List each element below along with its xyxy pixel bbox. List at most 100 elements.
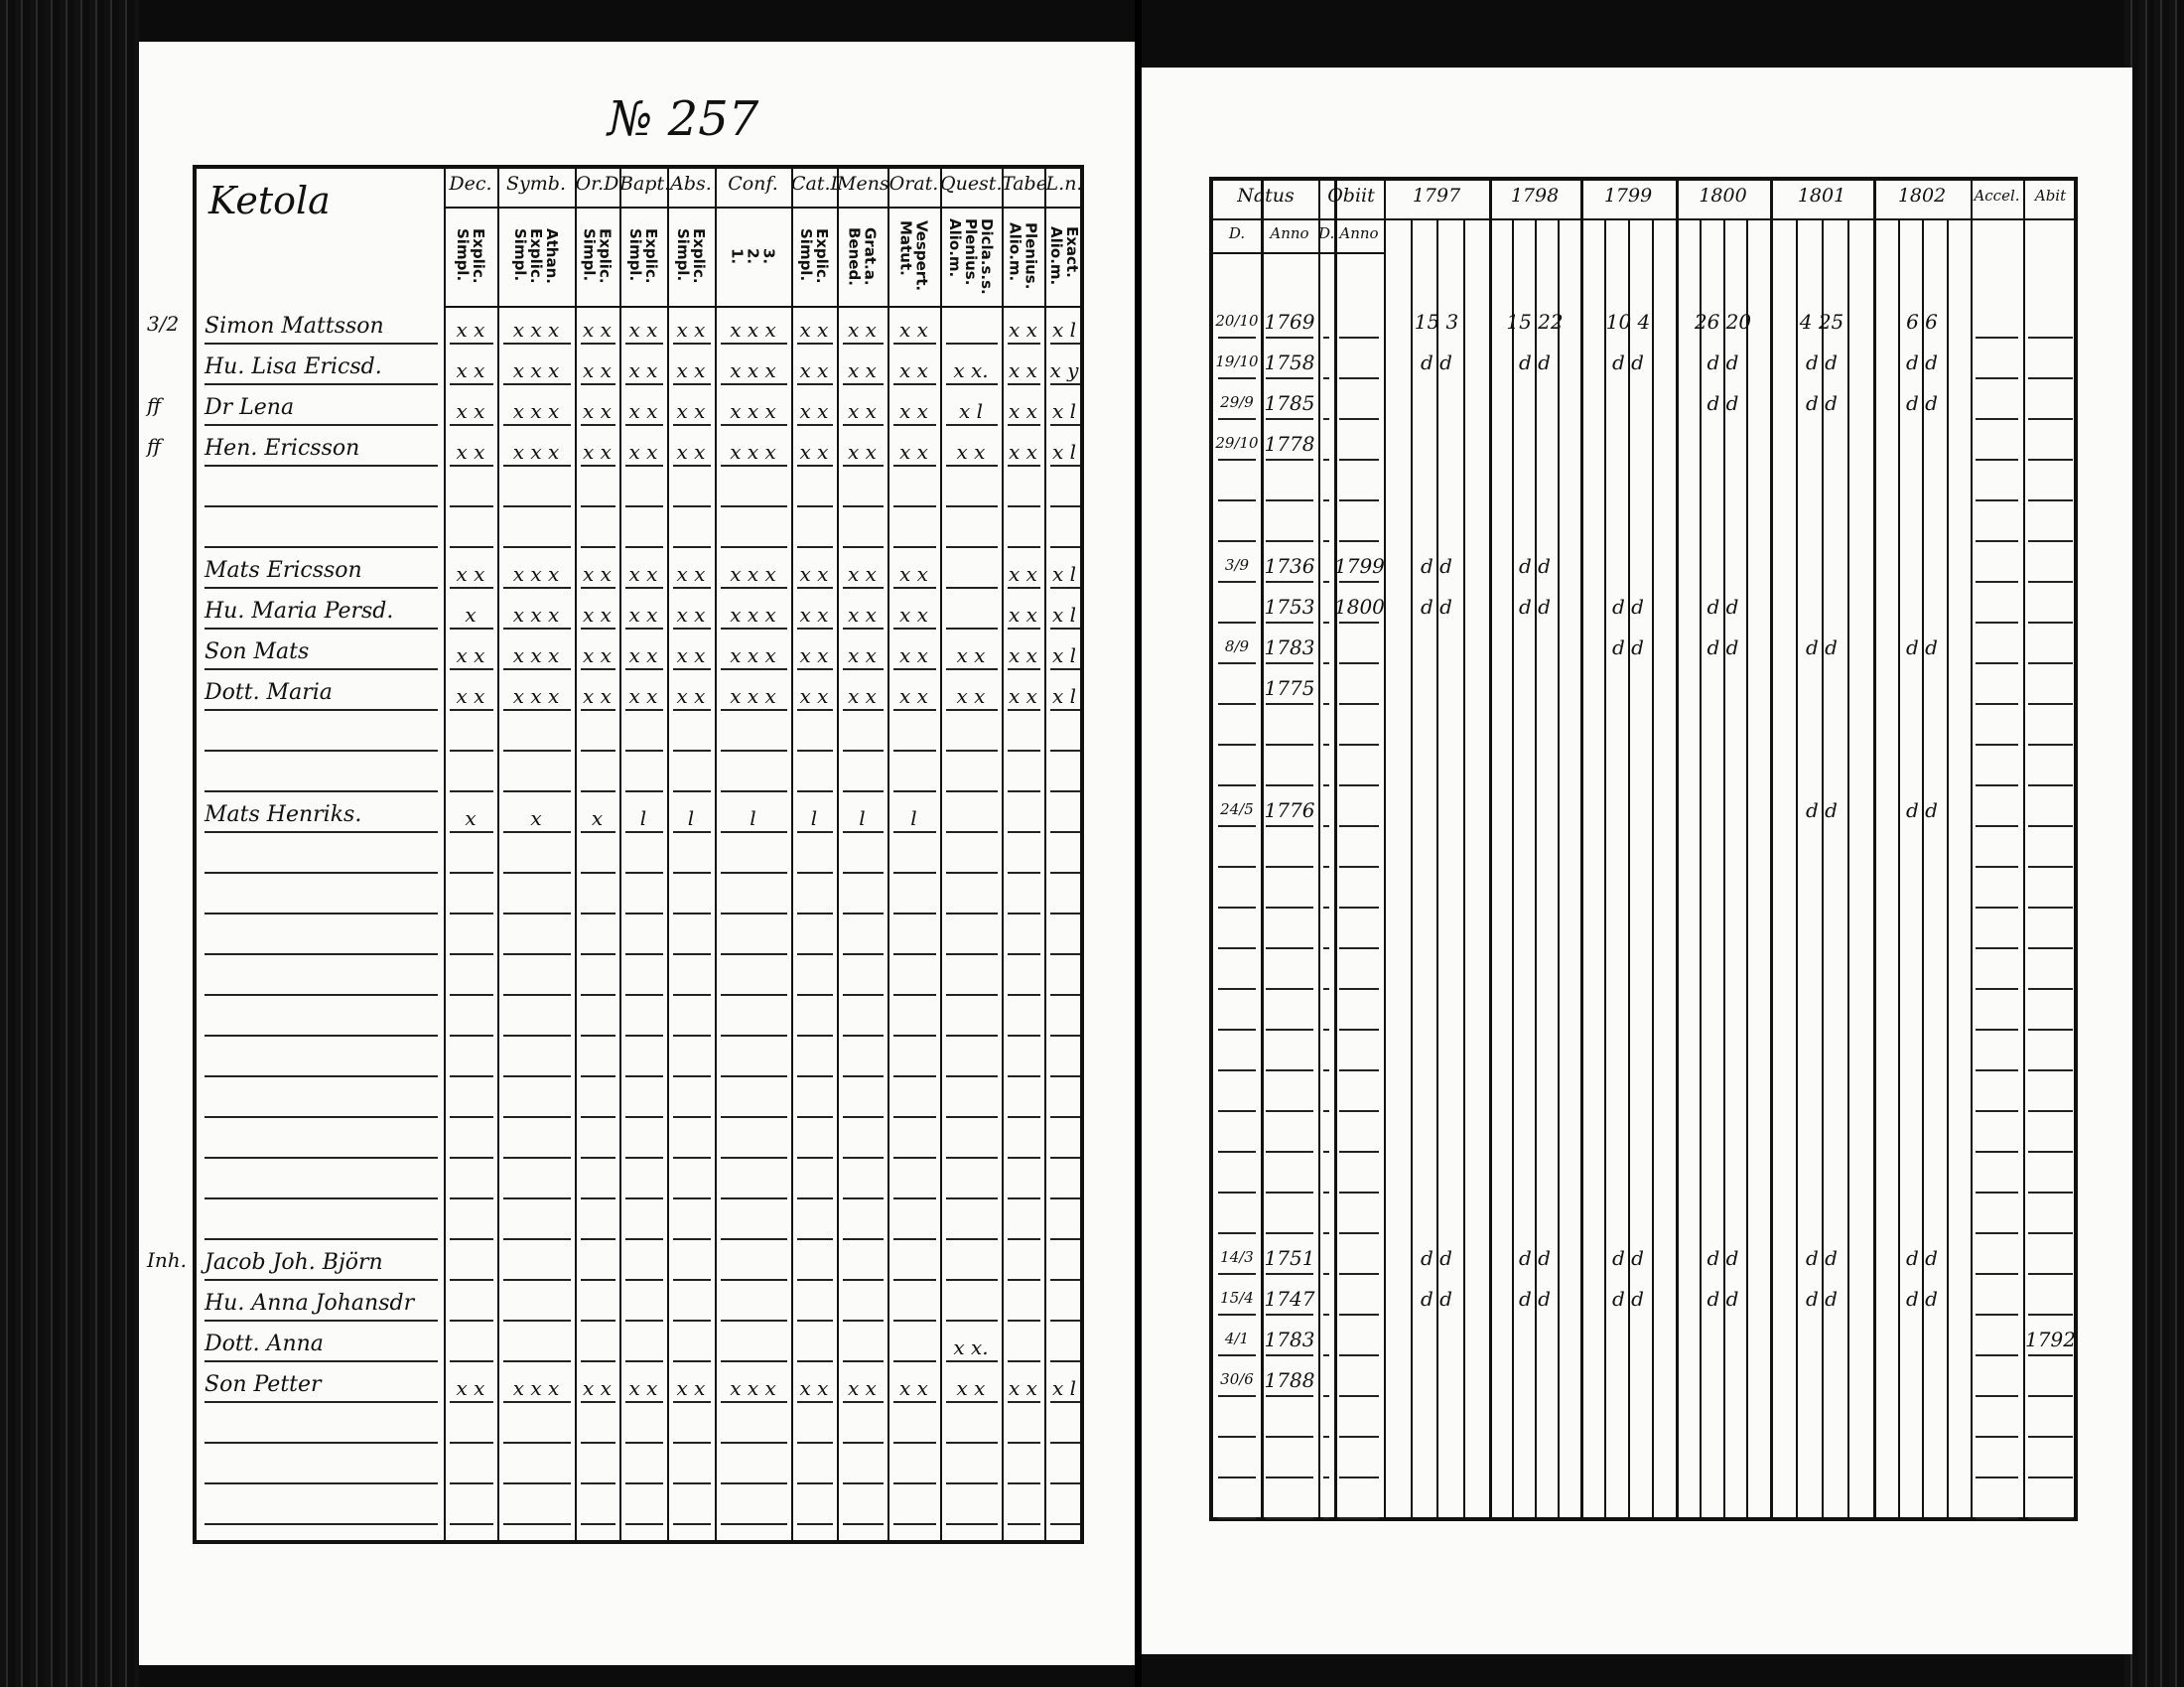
row-rule xyxy=(673,913,711,914)
exam-mark: x x xyxy=(456,562,485,586)
row-rule xyxy=(1339,1273,1379,1275)
row-rule xyxy=(1008,1197,1040,1199)
row-rule xyxy=(205,709,438,711)
row-rule xyxy=(1339,1232,1379,1234)
exam-mark: x x x xyxy=(730,318,776,342)
row-rule xyxy=(893,994,936,996)
row-rule xyxy=(797,343,833,345)
exam-mark: l xyxy=(810,806,818,830)
exam-mark: x x xyxy=(456,684,485,708)
exam-mark: x x x xyxy=(512,562,560,586)
row-rule xyxy=(205,1279,438,1281)
row-rule xyxy=(205,1442,438,1444)
exam-mark: x x x xyxy=(512,358,560,382)
row-rule xyxy=(1008,913,1040,914)
row-rule xyxy=(673,1238,711,1240)
row-rule xyxy=(1266,1110,1313,1112)
row-rule xyxy=(797,1360,833,1362)
row-rule xyxy=(721,1482,787,1484)
row-rule xyxy=(1008,1279,1040,1281)
row-rule xyxy=(1323,784,1329,786)
year-subcolumn-divider xyxy=(1512,218,1514,1517)
row-rule xyxy=(673,709,711,711)
row-rule xyxy=(1218,988,1256,990)
row-rule xyxy=(893,1482,936,1484)
row-rule xyxy=(1323,825,1329,827)
column-divider xyxy=(887,169,889,1540)
row-rule xyxy=(1008,1482,1040,1484)
person-name: Dott. Anna xyxy=(205,1332,324,1356)
birth-year: 1778 xyxy=(1264,432,1315,456)
row-rule xyxy=(1218,866,1256,868)
column-divider xyxy=(1318,181,1320,1517)
year-subcolumn-divider xyxy=(1922,218,1924,1517)
row-rule xyxy=(946,1279,998,1281)
row-rule xyxy=(721,994,787,996)
row-rule xyxy=(1339,866,1379,868)
exam-mark: x x xyxy=(583,603,612,627)
exam-mark: x x xyxy=(799,684,829,708)
exam-mark: x x x xyxy=(730,603,776,627)
year-attendance-mark: d d xyxy=(1706,351,1739,374)
row-rule xyxy=(797,1238,833,1240)
row-rule xyxy=(1008,750,1040,752)
row-rule xyxy=(1008,505,1040,507)
exam-mark: x x x xyxy=(730,1376,776,1400)
column-divider xyxy=(667,169,669,1540)
row-rule xyxy=(1050,383,1080,385)
row-rule xyxy=(1266,1192,1313,1194)
exam-mark: x x xyxy=(899,603,928,627)
row-rule xyxy=(1050,831,1080,833)
row-rule xyxy=(797,1157,833,1159)
row-rule xyxy=(205,587,438,589)
row-rule xyxy=(1976,907,2018,909)
row-rule xyxy=(1323,1151,1329,1153)
birth-day: 15/4 xyxy=(1220,1289,1254,1307)
row-rule xyxy=(205,831,438,833)
row-rule xyxy=(673,505,711,507)
row-rule xyxy=(1218,1192,1256,1194)
row-rule xyxy=(946,1197,998,1199)
row-rule xyxy=(1218,907,1256,909)
row-rule xyxy=(581,1360,615,1362)
row-rule xyxy=(721,1157,787,1159)
row-rule xyxy=(1008,709,1040,711)
village-title: Ketola xyxy=(208,179,331,222)
row-rule xyxy=(1976,1395,2018,1397)
row-rule xyxy=(1339,907,1379,909)
year-subcolumn-divider xyxy=(1652,218,1654,1517)
row-rule xyxy=(581,668,615,670)
row-rule xyxy=(1323,744,1329,746)
row-rule xyxy=(1339,744,1379,746)
column-subheader: Explic. Simpl. xyxy=(797,228,831,284)
row-rule xyxy=(1008,1360,1040,1362)
exam-mark: x x xyxy=(628,318,658,342)
row-rule xyxy=(1008,1320,1040,1322)
row-rule xyxy=(721,546,787,548)
exam-mark: x x xyxy=(848,440,877,464)
row-rule xyxy=(1050,668,1080,670)
exam-mark: x x x xyxy=(512,440,560,464)
row-rule xyxy=(450,1279,493,1281)
row-rule xyxy=(946,1442,998,1444)
row-rule xyxy=(797,709,833,711)
row-rule xyxy=(450,1360,493,1362)
row-rule xyxy=(893,587,936,589)
row-rule xyxy=(1266,540,1313,542)
exam-mark: x x x xyxy=(730,440,776,464)
exam-mark: x x xyxy=(899,318,928,342)
row-rule xyxy=(1976,337,2018,339)
row-rule xyxy=(1323,662,1329,664)
row-rule xyxy=(1050,1035,1080,1037)
row-rule xyxy=(581,505,615,507)
row-rule xyxy=(205,1401,438,1403)
date-subheader: Anno xyxy=(1270,224,1309,242)
exam-mark: x x xyxy=(1009,562,1037,586)
column-header: Bapt. xyxy=(619,173,667,195)
year-subcolumn-divider xyxy=(1746,218,1749,1517)
row-rule xyxy=(2028,1436,2073,1438)
year-attendance-mark: d d xyxy=(1906,351,1938,374)
year-attendance-mark: 15 3 xyxy=(1414,310,1459,334)
row-rule xyxy=(503,1116,571,1118)
row-rule xyxy=(1008,546,1040,548)
